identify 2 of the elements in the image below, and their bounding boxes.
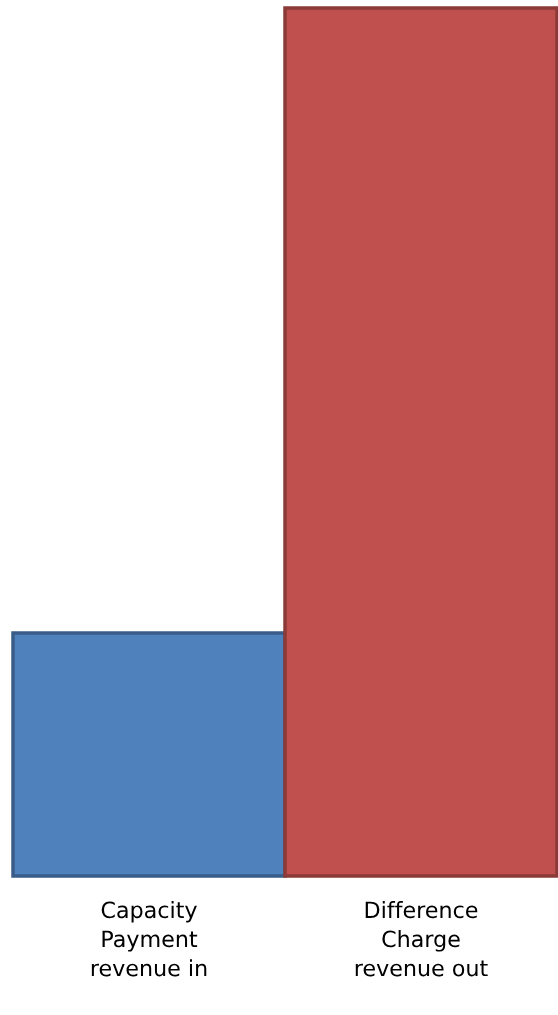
x-tick-label: Capacity Payment revenue in [91, 901, 207, 977]
x-tick-label: Difference Charge revenue out [355, 901, 488, 977]
